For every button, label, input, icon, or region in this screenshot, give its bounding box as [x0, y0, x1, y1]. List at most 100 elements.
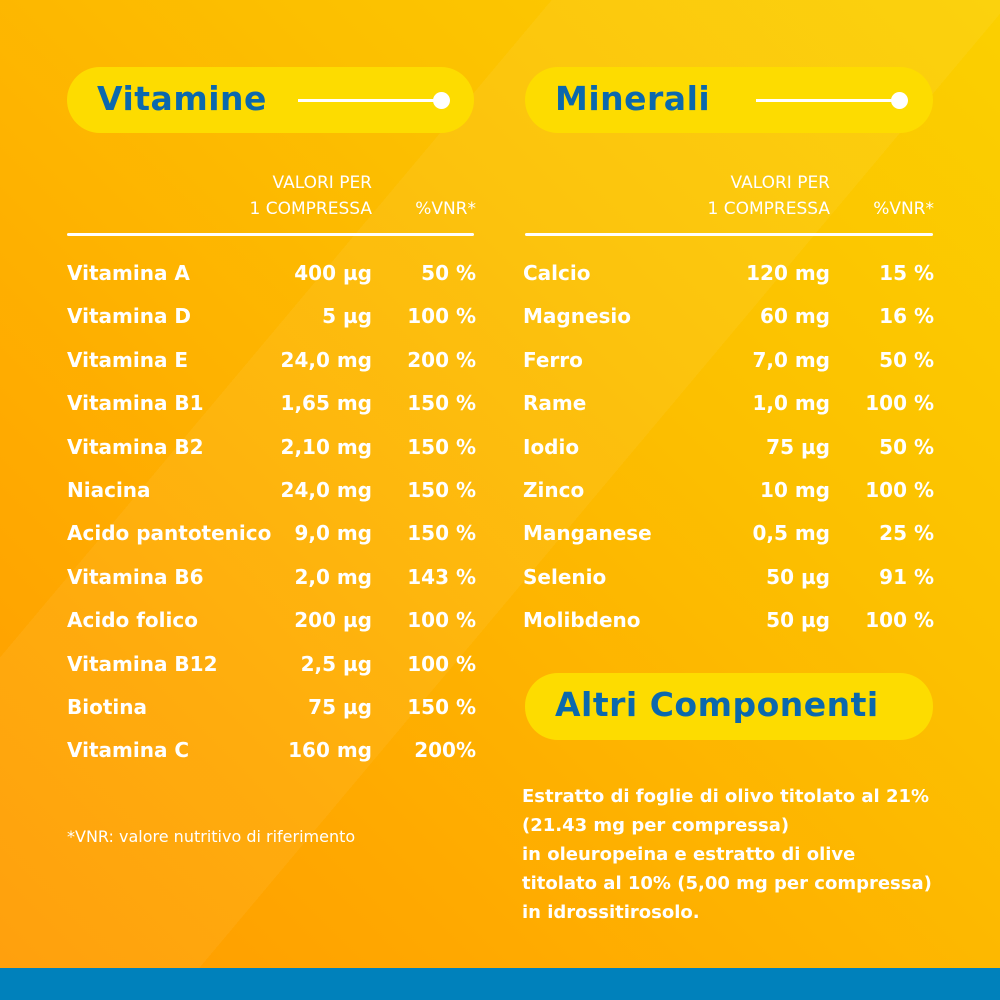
vitamine-pct-header: %VNR* — [415, 199, 476, 219]
nutrient-name: Calcio — [523, 261, 591, 285]
nutrient-value: 400 µg — [294, 261, 372, 285]
nutrient-value: 24,0 mg — [280, 347, 372, 372]
nutrient-value: 2,0 mg — [294, 564, 372, 589]
nutrient-name: Manganese — [523, 521, 652, 546]
table-row: Zinco 10 mg 100 % — [0, 478, 1000, 508]
minerali-value-header: VALORI PER 1 COMPRESSA — [708, 170, 830, 222]
nutrient-vnr: 50 % — [879, 434, 934, 459]
table-row: Vitamina B12 2,5 µg 100 % — [0, 652, 1000, 682]
nutrient-value: 5 µg — [322, 304, 372, 329]
nutrient-name: Vitamina C — [67, 738, 190, 763]
header-line-1: VALORI PER — [272, 173, 372, 193]
altri-description: Estratto di foglie di olivo titolato al … — [522, 782, 932, 927]
nutrient-name: Molibdeno — [523, 608, 641, 633]
header-line-2: 1 COMPRESSA — [707, 199, 830, 219]
nutrient-vnr: 150 % — [407, 478, 476, 502]
nutrient-value: 75 µg — [308, 695, 372, 719]
table-row: Vitamina D 5 µg 100 % — [0, 304, 1000, 334]
nutrient-name: Ferro — [523, 347, 583, 372]
nutrient-name: Zinco — [523, 478, 585, 502]
decorative-dot-icon — [891, 92, 908, 109]
table-row: Magnesio 60 mg 16 % — [0, 304, 1000, 334]
vitamine-value-header: VALORI PER 1 COMPRESSA — [250, 170, 372, 222]
footnote: *VNR: valore nutritivo di riferimento — [67, 827, 356, 846]
nutrient-vnr: 150 % — [407, 695, 476, 719]
table-row: Vitamina B1 1,65 mg 150 % — [0, 391, 1000, 421]
nutrient-vnr: 25 % — [879, 521, 934, 546]
nutrient-vnr: 16 % — [879, 304, 934, 329]
minerali-pct-header: %VNR* — [873, 199, 934, 219]
nutrient-vnr: 150 % — [407, 434, 476, 459]
table-row: Vitamina A 400 µg 50 % — [0, 261, 1000, 291]
altri-line: titolato al 10% (5,00 mg per compressa) — [522, 873, 932, 894]
nutrient-value: 50 µg — [766, 608, 830, 633]
nutrient-name: Acido folico — [67, 608, 198, 633]
table-row: Molibdeno 50 µg 100 % — [0, 608, 1000, 638]
decorative-line — [756, 99, 901, 102]
minerali-title: Minerali — [555, 79, 711, 118]
nutrient-value: 1,65 mg — [280, 391, 372, 416]
nutrient-name: Rame — [523, 391, 587, 416]
nutrient-name: Vitamina B12 — [67, 651, 218, 676]
nutrient-name: Vitamina B6 — [67, 564, 204, 589]
altri-title: Altri Componenti — [555, 685, 879, 724]
nutrient-value: 50 µg — [766, 564, 830, 589]
nutrient-vnr: 50 % — [421, 261, 476, 285]
altri-line: in idrossitirosolo. — [522, 902, 700, 923]
nutrient-value: 120 mg — [746, 261, 830, 285]
nutrient-value: 2,10 mg — [280, 434, 372, 459]
nutrient-vnr: 150 % — [407, 391, 476, 416]
nutrient-name: Vitamina B1 — [67, 391, 204, 416]
nutrient-value: 10 mg — [760, 478, 830, 502]
table-row: Vitamina B6 2,0 mg 143 % — [0, 565, 1000, 595]
table-row: Vitamina C 160 mg 200% — [0, 738, 1000, 768]
header-line-2: 1 COMPRESSA — [249, 199, 372, 219]
nutrient-vnr: 200% — [414, 738, 476, 763]
nutrient-vnr: 100 % — [407, 651, 476, 676]
nutrient-vnr: 143 % — [407, 564, 476, 589]
nutrient-vnr: 100 % — [865, 478, 934, 502]
nutrient-name: Vitamina B2 — [67, 434, 204, 459]
nutrient-name: Magnesio — [523, 304, 632, 329]
table-row: Biotina 75 µg 150 % — [0, 695, 1000, 725]
nutrient-value: 200 µg — [294, 608, 372, 633]
table-row: Ferro 7,0 mg 50 % — [0, 348, 1000, 378]
bottom-bar — [0, 968, 1000, 1000]
table-row: Rame 1,0 mg 100 % — [0, 391, 1000, 421]
altri-title-pill: Altri Componenti — [525, 673, 933, 740]
minerali-title-pill: Minerali — [525, 67, 933, 133]
decorative-line — [298, 99, 443, 102]
nutrient-vnr: 150 % — [407, 521, 476, 546]
table-row: Acido pantotenico 9,0 mg 150 % — [0, 521, 1000, 551]
nutrient-name: Iodio — [523, 434, 580, 459]
table-row: Niacina 24,0 mg 150 % — [0, 478, 1000, 508]
table-row: Acido folico 200 µg 100 % — [0, 608, 1000, 638]
table-row: Iodio 75 µg 50 % — [0, 435, 1000, 465]
table-row: Calcio 120 mg 15 % — [0, 261, 1000, 291]
nutrient-vnr: 50 % — [879, 347, 934, 372]
decorative-dot-icon — [433, 92, 450, 109]
nutrient-name: Biotina — [67, 695, 147, 719]
nutrient-value: 7,0 mg — [752, 347, 830, 372]
table-row: Selenio 50 µg 91 % — [0, 565, 1000, 595]
nutrient-value: 1,0 mg — [752, 391, 830, 416]
nutrient-name: Acido pantotenico — [67, 521, 272, 546]
header-line-1: VALORI PER — [730, 173, 830, 193]
nutrient-vnr: 15 % — [879, 261, 934, 285]
nutrient-vnr: 100 % — [865, 608, 934, 633]
altri-line: (21.43 mg per compressa) — [522, 815, 790, 836]
nutrient-vnr: 100 % — [865, 391, 934, 416]
altri-line: Estratto di foglie di olivo titolato al … — [522, 786, 930, 807]
nutrient-vnr: 100 % — [407, 304, 476, 329]
nutrient-name: Vitamina D — [67, 304, 192, 329]
nutrient-name: Vitamina E — [67, 347, 189, 372]
minerali-divider — [525, 233, 933, 236]
nutrient-value: 0,5 mg — [752, 521, 830, 546]
table-row: Vitamina E 24,0 mg 200 % — [0, 348, 1000, 378]
vitamine-divider — [67, 233, 474, 236]
nutrient-name: Selenio — [523, 564, 607, 589]
nutrient-value: 9,0 mg — [294, 521, 372, 546]
vitamine-title: Vitamine — [97, 79, 267, 118]
nutrient-name: Vitamina A — [67, 261, 190, 285]
